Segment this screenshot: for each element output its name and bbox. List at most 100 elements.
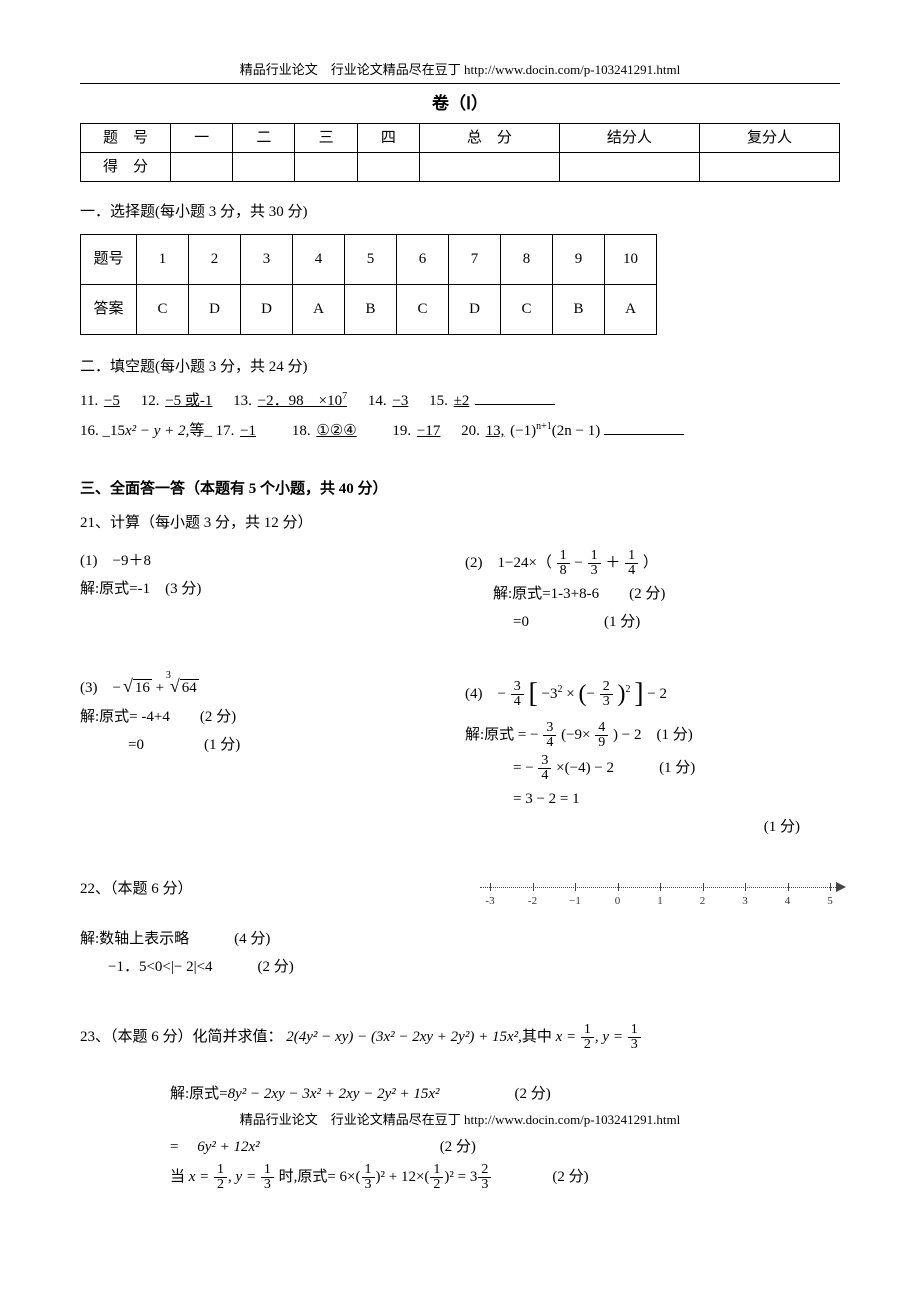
cell: 2 <box>189 234 241 284</box>
tick-label: 2 <box>700 893 706 911</box>
q13-answer: −2．98 ×107 <box>256 393 349 409</box>
solution-text: 解:原式 = − 34 (−9× 49 ) − 2 (1 分) <box>465 721 840 750</box>
tick-label: 3 <box>742 893 748 911</box>
cell: 8 <box>501 234 553 284</box>
q17-label: 17. <box>216 423 235 439</box>
cell: 二 <box>233 123 295 152</box>
tick <box>660 883 661 891</box>
q22-row: 22、（本题 6 分） 解:数轴上表示略 (4 分) −1．5<0<|− 2|<… <box>80 873 840 983</box>
q20-label: 20. <box>461 423 480 439</box>
cell <box>357 152 419 181</box>
tick-label: 5 <box>827 893 833 911</box>
cell <box>559 152 699 181</box>
solution-text: 解:原式=1-3+8-6 (2 分) <box>465 582 840 606</box>
q21-4: (4) − 34 [ −32 × (− 23 )2 ] − 2 解:原式 = −… <box>465 668 840 843</box>
cell: 复分人 <box>699 123 839 152</box>
q20-answer-a: 13, <box>484 423 507 439</box>
footer-url: 精品行业论文 行业论文精品尽在豆丁 http://www.docin.com/p… <box>80 1110 840 1131</box>
arrow-icon <box>836 882 846 892</box>
cell: 得 分 <box>81 152 171 181</box>
tick <box>490 883 491 891</box>
q15-answer: ±2 <box>452 393 472 409</box>
cell: 5 <box>345 234 397 284</box>
section1-heading: 一．选择题(每小题 3 分，共 30 分) <box>80 200 840 224</box>
cell: 三 <box>295 123 357 152</box>
cell: 题号 <box>81 234 137 284</box>
cell: C <box>137 284 189 334</box>
cell <box>419 152 559 181</box>
cell: B <box>345 284 397 334</box>
cell: 答案 <box>81 284 137 334</box>
section3-heading: 三、全面答一答（本题有 5 个小题，共 40 分） <box>80 477 840 501</box>
problem-text: (3) −√16 + 3√64 <box>80 672 455 701</box>
cell <box>233 152 295 181</box>
q23-sol2: = 6y² + 12x² (2 分) <box>80 1135 840 1159</box>
tick-label: 4 <box>785 893 791 911</box>
cell: 9 <box>553 234 605 284</box>
tick-label: 0 <box>615 893 621 911</box>
answer-table: 题号 1 2 3 4 5 6 7 8 9 10 答案 C D D A B C D… <box>80 234 657 335</box>
cell <box>295 152 357 181</box>
q21-2: (2) 1−24×（ 18 − 13 ＋ 14 ） 解:原式=1-3+8-6 (… <box>465 545 840 638</box>
blank-line <box>475 391 555 405</box>
cell: D <box>449 284 501 334</box>
blank-line <box>604 421 684 435</box>
q12-label: 12. <box>141 393 160 409</box>
math-text: 2(4y² − xy) − (3x² − 2xy + 2y²) + 15x² <box>286 1029 518 1045</box>
tick <box>703 883 704 891</box>
cell: 1 <box>137 234 189 284</box>
tick <box>618 883 619 891</box>
tick-label: -3 <box>485 893 494 911</box>
tick <box>745 883 746 891</box>
tick-label: -2 <box>528 893 537 911</box>
section2-heading: 二．填空题(每小题 3 分，共 24 分) <box>80 355 840 379</box>
cell: 3 <box>241 234 293 284</box>
q22-text: 22、（本题 6 分） 解:数轴上表示略 (4 分) −1．5<0<|− 2|<… <box>80 873 455 983</box>
cell <box>171 152 233 181</box>
problem-text: (2) 1−24×（ 18 − 13 ＋ 14 ） <box>465 549 840 578</box>
math-text: x² − y + 2 <box>125 423 186 439</box>
table-row: 题 号 一 二 三 四 总 分 结分人 复分人 <box>81 123 840 152</box>
cell: 一 <box>171 123 233 152</box>
solution-text: = 3 − 2 = 1 <box>465 787 840 811</box>
solution-text: =0 (1 分) <box>465 610 840 634</box>
q12-answer: −5 或-1 <box>163 393 214 409</box>
q18-answer: ①②④ <box>314 423 358 439</box>
cell: 四 <box>357 123 419 152</box>
cell: 10 <box>605 234 657 284</box>
cell: D <box>189 284 241 334</box>
q23-sol3: 当 x = 12, y = 13 时,原式= 6×(13)² + 12×(12)… <box>80 1163 840 1192</box>
q20-answer-b: (−1)n+1(2n − 1) <box>510 423 604 439</box>
q16-label: 16. _15 <box>80 423 125 439</box>
cell: 7 <box>449 234 501 284</box>
problem-text: (4) − 34 [ −32 × (− 23 )2 ] − 2 <box>465 672 840 717</box>
number-line-container: -3-2−1012345 <box>465 873 840 913</box>
q21-row1: (1) −9＋8 解:原式=-1 (3 分) (2) 1−24×（ 18 − 1… <box>80 545 840 638</box>
tick <box>533 883 534 891</box>
cell: 4 <box>293 234 345 284</box>
cell: 总 分 <box>419 123 559 152</box>
q11-label: 11. <box>80 393 98 409</box>
cell: 题 号 <box>81 123 171 152</box>
q21-row2: (3) −√16 + 3√64 解:原式= -4+4 (2 分) =0 (1 分… <box>80 668 840 843</box>
table-row: 题号 1 2 3 4 5 6 7 8 9 10 <box>81 234 657 284</box>
solution-text: 解:数轴上表示略 (4 分) <box>80 927 455 951</box>
cell: 6 <box>397 234 449 284</box>
q14-answer: −3 <box>390 393 410 409</box>
cell: C <box>501 284 553 334</box>
q21-1: (1) −9＋8 解:原式=-1 (3 分) <box>80 545 455 605</box>
q15-label: 15. <box>429 393 448 409</box>
cell: C <box>397 284 449 334</box>
header-url: 精品行业论文 行业论文精品尽在豆丁 http://www.docin.com/p… <box>80 60 840 84</box>
q21-heading: 21、计算（每小题 3 分，共 12 分） <box>80 511 840 535</box>
cell: D <box>241 284 293 334</box>
q17-answer: −1 <box>238 423 258 439</box>
solution-text: =0 (1 分) <box>80 733 455 757</box>
q19-answer: −17 <box>415 423 442 439</box>
table-row: 答案 C D D A B C D C B A <box>81 284 657 334</box>
solution-text: 解:原式=-1 (3 分) <box>80 577 455 601</box>
q23-sol1: 解:原式=8y² − 2xy − 3x² + 2xy − 2y² + 15x² … <box>80 1082 840 1106</box>
cell: B <box>553 284 605 334</box>
problem-text: (1) −9＋8 <box>80 549 455 573</box>
score-table: 题 号 一 二 三 四 总 分 结分人 复分人 得 分 <box>80 123 840 182</box>
